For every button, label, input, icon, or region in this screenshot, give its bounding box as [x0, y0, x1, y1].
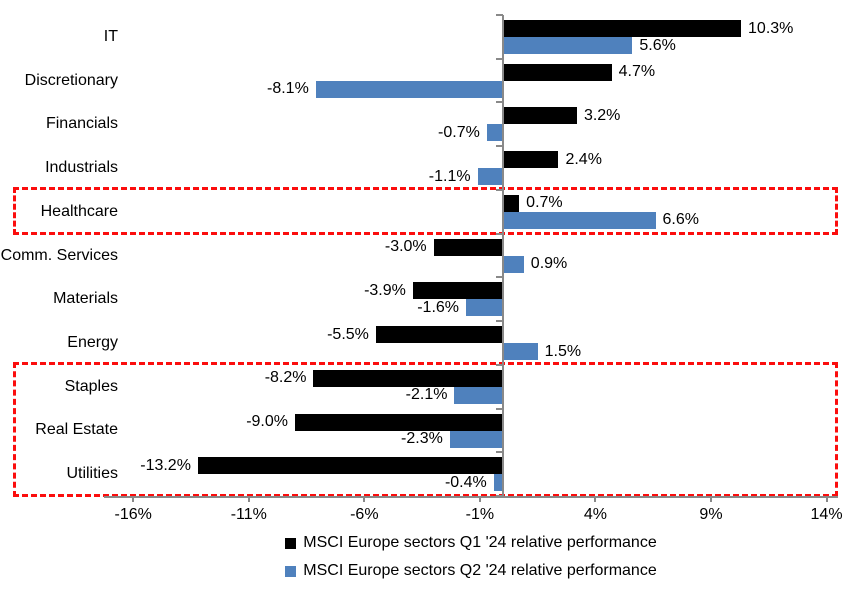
value-label: -1.6% — [417, 298, 460, 316]
value-label: -8.2% — [264, 369, 307, 387]
q2-bar — [486, 124, 503, 142]
q1-series-swatch-icon — [285, 537, 297, 549]
legend: MSCI Europe sectors Q1 '24 relative perf… — [104, 531, 838, 583]
category-label: IT — [103, 27, 118, 45]
q1-bar — [503, 107, 577, 125]
q1-bar — [433, 238, 503, 256]
value-label: -3.0% — [384, 238, 427, 256]
q2-bar — [503, 343, 538, 361]
value-label: -8.1% — [267, 80, 309, 98]
x-axis-tick-label: 4% — [583, 506, 607, 523]
category-label: Industrials — [45, 159, 118, 177]
q2-bar — [493, 474, 503, 492]
value-label: 1.5% — [544, 342, 582, 360]
category-axis-tick — [496, 145, 503, 148]
q1-bar — [197, 457, 503, 475]
category-axis-tick — [496, 14, 503, 16]
category-axis-tick — [496, 495, 503, 497]
x-axis-tick — [132, 496, 135, 502]
value-label: -1.1% — [428, 167, 471, 185]
q2-bar — [315, 80, 503, 98]
q2-bar — [466, 299, 503, 317]
category-label: Discretionary — [24, 71, 118, 89]
category-axis-tick — [496, 232, 503, 235]
x-axis-tick — [594, 496, 597, 502]
x-axis-tick-label: 9% — [699, 506, 723, 523]
y-axis-line — [502, 15, 504, 496]
q1-bar — [503, 151, 559, 169]
value-label: 0.9% — [530, 255, 568, 273]
category-axis-tick — [496, 320, 503, 323]
q2-bar — [477, 168, 503, 186]
q1-bar — [375, 326, 503, 344]
x-axis-tick — [247, 496, 250, 502]
q2-bar — [503, 37, 633, 54]
q1-bar — [295, 413, 503, 431]
category-axis-tick — [496, 451, 503, 454]
category-axis-tick — [496, 101, 503, 104]
category-axis-tick — [496, 276, 503, 279]
x-axis-tick — [363, 496, 366, 502]
category-axis-tick — [496, 363, 503, 366]
category-label: Healthcare — [40, 202, 118, 220]
value-label: 3.2% — [583, 106, 621, 124]
value-label: 4.7% — [618, 63, 656, 81]
category-axis-tick — [496, 407, 503, 410]
q1-bar — [313, 369, 503, 387]
x-axis-line — [104, 496, 838, 498]
healthcare-highlight-box — [13, 186, 838, 235]
value-label: -2.3% — [401, 430, 443, 448]
q1-bar — [503, 20, 742, 37]
q2-bar — [503, 211, 656, 229]
x-axis-tick — [709, 496, 712, 502]
x-axis-tick-label: -11% — [230, 506, 267, 523]
value-label: -0.7% — [438, 123, 480, 141]
category-label: Real Estate — [35, 421, 118, 439]
category-axis-tick — [496, 188, 503, 191]
category-label: Comm. Services — [0, 246, 118, 264]
value-label: 10.3% — [748, 19, 794, 37]
q2-bar — [449, 430, 503, 448]
value-label: -5.5% — [327, 325, 369, 343]
q2-bar — [503, 255, 524, 273]
value-label: -9.0% — [246, 413, 288, 431]
category-label: Utilities — [66, 465, 118, 483]
legend-item-q2: MSCI Europe sectors Q2 '24 relative perf… — [285, 559, 657, 583]
category-axis-tick — [496, 57, 503, 60]
q1-bar — [503, 194, 520, 212]
x-axis-tick-label: -16% — [114, 506, 152, 523]
q2-series-swatch-icon — [285, 565, 297, 577]
value-label: 2.4% — [565, 150, 602, 168]
x-axis-tick-label: -1% — [465, 506, 495, 523]
legend-label-q2: MSCI Europe sectors Q2 '24 relative perf… — [303, 562, 657, 579]
value-label: -0.4% — [444, 473, 487, 491]
x-axis-tick — [478, 496, 481, 502]
x-axis-tick-label: -6% — [350, 506, 379, 523]
value-label: -3.9% — [364, 281, 406, 299]
q2-bar — [454, 386, 503, 404]
value-label: 0.7% — [526, 194, 563, 212]
q1-bar — [503, 63, 612, 81]
x-axis-tick — [825, 496, 828, 502]
legend-label-q1: MSCI Europe sectors Q1 '24 relative perf… — [303, 534, 657, 551]
value-label: -13.2% — [140, 456, 191, 474]
x-axis-tick-label: 14% — [810, 506, 843, 523]
q1-bar — [412, 282, 503, 300]
category-label: Energy — [67, 333, 118, 351]
category-label: Financials — [45, 115, 118, 133]
value-label: 6.6% — [662, 211, 699, 229]
category-label: Materials — [53, 290, 118, 308]
category-label: Staples — [64, 377, 118, 395]
value-label: 5.6% — [639, 36, 676, 54]
legend-item-q1: MSCI Europe sectors Q1 '24 relative perf… — [285, 531, 657, 555]
value-label: -2.1% — [405, 386, 448, 404]
